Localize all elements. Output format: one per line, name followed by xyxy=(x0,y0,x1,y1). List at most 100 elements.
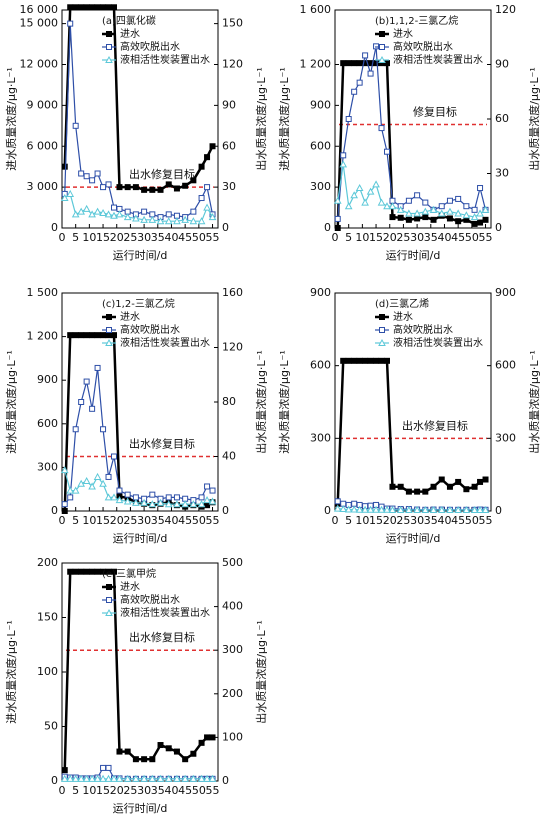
influent-marker xyxy=(414,488,421,495)
carbon-marker xyxy=(372,180,380,188)
target-label: 出水修复目标 xyxy=(129,437,195,451)
y2-tick-label: 500 xyxy=(222,556,243,569)
influent-marker xyxy=(446,483,453,490)
y2-tick-label: 80 xyxy=(222,395,236,408)
carbon-marker xyxy=(110,774,118,782)
carbon-marker xyxy=(132,214,140,222)
carbon-marker xyxy=(388,202,397,210)
blowoff-marker xyxy=(141,208,148,215)
carbon-marker xyxy=(88,210,96,218)
influent-marker xyxy=(334,225,341,231)
carbon-marker xyxy=(140,774,148,782)
influent-marker xyxy=(89,4,96,11)
y2-tick-label: 30 xyxy=(495,167,509,180)
y2-axis-label: 出水质量浓度/μg·L⁻¹ xyxy=(254,620,268,724)
blowoff-marker xyxy=(105,764,112,771)
y-tick-label: 100 xyxy=(37,665,58,678)
influent-marker xyxy=(157,186,164,193)
influent-marker xyxy=(83,4,90,11)
carbon-marker xyxy=(181,500,190,508)
influent-marker xyxy=(157,742,164,749)
influent-marker xyxy=(477,478,484,485)
carbon-marker xyxy=(77,207,86,215)
x-tick-label: 35 xyxy=(151,231,165,244)
y2-tick-label: 0 xyxy=(222,774,229,787)
y2-axis-label: 出水质量浓度/μg·L⁻¹ xyxy=(254,67,268,171)
x-axis-label: 运行时间/d xyxy=(113,532,168,545)
legend-label: 高效吹脱出水 xyxy=(120,593,180,606)
influent-marker xyxy=(165,745,172,752)
blowoff-marker xyxy=(149,491,156,498)
carbon-marker xyxy=(462,505,471,514)
x-axis-label: 运行时间/d xyxy=(113,802,168,815)
x-tick-label: 5 xyxy=(72,231,79,244)
influent-marker xyxy=(373,357,380,364)
carbon-marker xyxy=(355,183,364,192)
blowoff-marker xyxy=(100,764,107,771)
x-tick-label: 55 xyxy=(206,784,220,797)
y-axis-label: 进水质量浓度/μg·L⁻¹ xyxy=(4,620,18,724)
blowoff-marker xyxy=(198,494,205,501)
x-tick-label: 10 xyxy=(82,231,96,244)
target-label: 出水修复目标 xyxy=(129,630,195,644)
x-tick-label: 15 xyxy=(96,514,110,527)
influent-marker xyxy=(430,216,437,223)
legend-marker xyxy=(379,314,385,320)
influent-marker xyxy=(83,568,90,575)
carbon-marker xyxy=(396,205,405,213)
carbon-marker xyxy=(60,193,69,202)
blowoff-marker xyxy=(61,501,68,508)
blowoff-marker xyxy=(111,453,117,460)
y-tick-label: 150 xyxy=(37,611,58,624)
x-tick-label: 55 xyxy=(206,231,220,244)
carbon-marker xyxy=(344,505,353,513)
influent-marker xyxy=(111,4,117,11)
legend-marker xyxy=(379,327,385,333)
influent-marker xyxy=(378,60,385,67)
y2-tick-label: 150 xyxy=(222,17,243,30)
influent-marker xyxy=(384,357,390,364)
influent-marker xyxy=(149,756,156,763)
carbon-marker xyxy=(164,774,173,782)
legend-marker xyxy=(106,584,112,590)
influent-marker xyxy=(141,186,148,193)
carbon-marker xyxy=(148,774,157,782)
carbon-marker xyxy=(140,498,148,506)
legend-label: 高效吹脱出水 xyxy=(120,323,180,336)
carbon-marker xyxy=(123,774,132,782)
carbon-marker xyxy=(383,505,391,513)
carbon-marker xyxy=(208,213,217,221)
y2-tick-label: 100 xyxy=(222,730,243,743)
x-tick-label: 5 xyxy=(72,784,79,797)
carbon-marker xyxy=(203,496,211,504)
carbon-marker xyxy=(104,210,113,218)
x-tick-label: 10 xyxy=(355,231,369,244)
x-tick-label: 20 xyxy=(110,231,124,244)
influent-marker xyxy=(78,332,85,339)
carbon-marker xyxy=(148,215,157,223)
carbon-marker xyxy=(99,208,107,217)
x-tick-label: 0 xyxy=(332,231,339,244)
carbon-marker xyxy=(104,774,113,782)
y2-tick-label: 40 xyxy=(222,450,236,463)
influent-marker xyxy=(182,182,189,189)
influent-marker xyxy=(356,357,363,364)
carbon-marker xyxy=(164,500,173,508)
influent-marker xyxy=(173,748,180,755)
influent-marker xyxy=(198,739,205,746)
carbon-marker xyxy=(115,774,124,782)
influent-marker xyxy=(105,332,112,339)
legend-label: 进水 xyxy=(393,28,413,40)
y-tick-label: 1 500 xyxy=(27,286,59,299)
blowoff-marker xyxy=(111,204,117,211)
blowoff-marker xyxy=(173,494,180,501)
y-tick-label: 300 xyxy=(310,431,331,444)
influent-marker xyxy=(351,60,358,67)
carbon-marker xyxy=(350,505,359,513)
influent-marker xyxy=(173,185,180,192)
influent-marker xyxy=(89,568,96,575)
x-tick-label: 45 xyxy=(178,231,192,244)
